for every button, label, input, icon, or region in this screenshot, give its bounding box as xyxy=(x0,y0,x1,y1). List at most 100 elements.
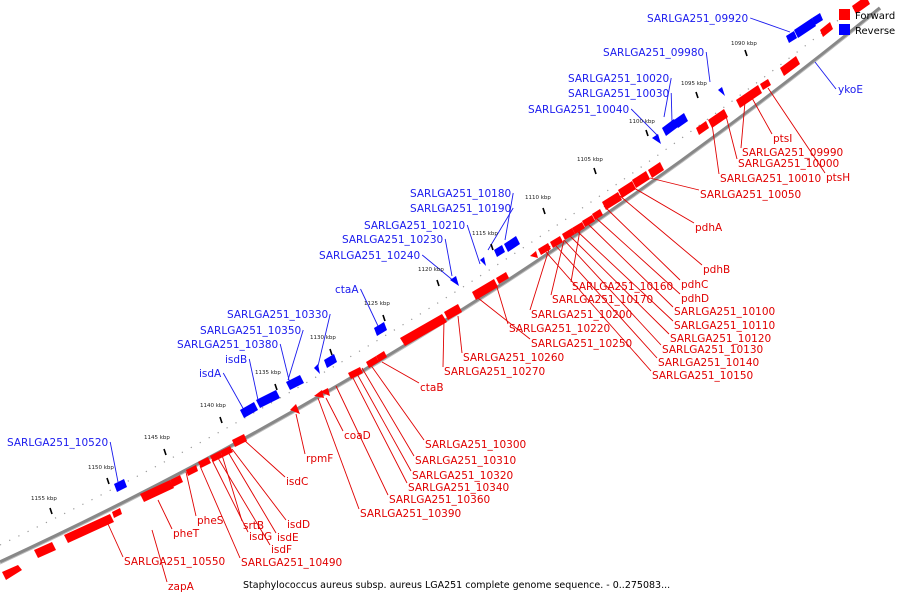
reverse-gene[interactable] xyxy=(674,113,688,128)
gene-label[interactable]: SARLGA251_10200 xyxy=(531,309,632,321)
gene-label[interactable]: pdhB xyxy=(703,264,730,276)
gene-label[interactable]: SARLGA251_10520 xyxy=(7,437,108,449)
forward-gene[interactable] xyxy=(618,181,636,198)
gene-label[interactable]: isdB xyxy=(225,354,247,366)
gene-label[interactable]: SARLGA251_09990 xyxy=(742,147,843,159)
gene-label[interactable]: SARLGA251_10050 xyxy=(700,189,801,201)
gene-label[interactable]: coaD xyxy=(344,430,371,442)
reverse-gene[interactable] xyxy=(480,257,486,266)
gene-label[interactable]: SARLGA251_10260 xyxy=(463,352,564,364)
gene-label[interactable]: SARLGA251_10250 xyxy=(531,338,632,350)
gene-label[interactable]: ykoE xyxy=(838,84,863,96)
forward-gene[interactable] xyxy=(186,465,198,476)
gene-label[interactable]: rpmF xyxy=(306,453,333,465)
forward-gene[interactable] xyxy=(170,475,183,487)
gene-label[interactable]: SARLGA251_10040 xyxy=(528,104,629,116)
forward-gene[interactable] xyxy=(602,192,622,210)
forward-gene[interactable] xyxy=(632,171,650,188)
gene-label[interactable]: ptsH xyxy=(826,172,850,184)
reverse-gene[interactable] xyxy=(662,119,678,136)
forward-gene[interactable] xyxy=(400,314,447,346)
gene-label[interactable]: SARLGA251_10130 xyxy=(662,344,763,356)
forward-gene[interactable] xyxy=(210,451,223,462)
forward-gene[interactable] xyxy=(760,79,771,90)
gene-label[interactable]: SARLGA251_10380 xyxy=(177,339,278,351)
reverse-gene[interactable] xyxy=(450,276,459,286)
reverse-gene[interactable] xyxy=(504,236,520,252)
forward-gene[interactable] xyxy=(538,243,551,255)
forward-gene[interactable] xyxy=(140,480,174,502)
reverse-gene[interactable] xyxy=(240,402,258,418)
gene-label[interactable]: SARLGA251_10000 xyxy=(738,158,839,170)
gene-label[interactable]: ptsI xyxy=(773,133,792,145)
gene-label[interactable]: ctaB xyxy=(420,382,444,394)
gene-label[interactable]: SARLGA251_10300 xyxy=(425,439,526,451)
reverse-gene[interactable] xyxy=(786,31,797,43)
gene-label[interactable]: isdD xyxy=(287,519,310,531)
gene-label[interactable]: SARLGA251_10490 xyxy=(241,557,342,569)
gene-label[interactable]: SARLGA251_10180 xyxy=(410,188,511,200)
gene-label[interactable]: SARLGA251_10230 xyxy=(342,234,443,246)
forward-gene[interactable] xyxy=(852,0,870,14)
gene-label[interactable]: SARLGA251_10350 xyxy=(200,325,301,337)
gene-label[interactable]: isdG xyxy=(249,531,272,543)
gene-label[interactable]: zapA xyxy=(168,581,195,593)
forward-gene[interactable] xyxy=(444,304,462,320)
forward-gene[interactable] xyxy=(112,508,122,518)
forward-gene[interactable] xyxy=(562,228,575,240)
forward-gene[interactable] xyxy=(780,56,800,76)
forward-gene[interactable] xyxy=(736,85,762,108)
reverse-gene[interactable] xyxy=(256,390,280,408)
gene-label[interactable]: pheS xyxy=(197,515,224,527)
reverse-gene[interactable] xyxy=(718,87,725,96)
gene-label[interactable]: pheT xyxy=(173,528,200,540)
reverse-gene[interactable] xyxy=(114,479,127,492)
gene-label[interactable]: SARLGA251_10330 xyxy=(227,309,328,321)
forward-gene[interactable] xyxy=(220,446,233,457)
forward-gene[interactable] xyxy=(64,514,114,543)
reverse-gene[interactable] xyxy=(794,18,816,38)
gene-label[interactable]: SARLGA251_09920 xyxy=(647,13,748,25)
forward-gene[interactable] xyxy=(376,351,387,362)
gene-label[interactable]: SARLGA251_10270 xyxy=(444,366,545,378)
gene-label[interactable]: pdhD xyxy=(681,293,709,305)
gene-label[interactable]: SARLGA251_10140 xyxy=(658,357,759,369)
forward-gene[interactable] xyxy=(696,121,709,135)
forward-gene[interactable] xyxy=(572,222,585,234)
forward-gene[interactable] xyxy=(366,356,379,368)
gene-label[interactable]: SARLGA251_10390 xyxy=(360,508,461,520)
forward-gene[interactable] xyxy=(198,457,211,468)
gene-label[interactable]: isdC xyxy=(286,476,308,488)
reverse-gene[interactable] xyxy=(286,375,304,390)
gene-label[interactable]: SARLGA251_10010 xyxy=(720,173,821,185)
gene-label[interactable]: SARLGA251_10210 xyxy=(364,220,465,232)
gene-label[interactable]: isdA xyxy=(199,368,222,380)
reverse-gene[interactable] xyxy=(494,245,505,257)
gene-label[interactable]: SARLGA251_10240 xyxy=(319,250,420,262)
reverse-gene[interactable] xyxy=(324,354,337,368)
forward-gene[interactable] xyxy=(582,215,595,227)
gene-label[interactable]: pdhC xyxy=(681,279,708,291)
gene-label[interactable]: SARLGA251_10190 xyxy=(410,203,511,215)
forward-gene[interactable] xyxy=(550,236,563,248)
gene-label[interactable]: ctaA xyxy=(335,284,359,296)
forward-gene[interactable] xyxy=(2,565,22,580)
gene-label[interactable]: pdhA xyxy=(695,222,723,234)
reverse-gene[interactable] xyxy=(314,364,320,374)
forward-gene[interactable] xyxy=(530,251,538,258)
gene-label[interactable]: SARLGA251_10160 xyxy=(572,281,673,293)
gene-label[interactable]: SARLGA251_10550 xyxy=(124,556,225,568)
gene-label[interactable]: isdF xyxy=(271,544,292,556)
forward-gene[interactable] xyxy=(820,22,833,37)
gene-label[interactable]: SARLGA251_10030 xyxy=(568,88,669,100)
forward-gene[interactable] xyxy=(232,434,247,447)
reverse-gene[interactable] xyxy=(652,134,661,144)
forward-gene[interactable] xyxy=(592,209,603,220)
gene-label[interactable]: SARLGA251_10020 xyxy=(568,73,669,85)
reverse-gene[interactable] xyxy=(812,13,823,25)
forward-gene[interactable] xyxy=(290,404,300,414)
gene-label[interactable]: SARLGA251_10100 xyxy=(674,306,775,318)
gene-label[interactable]: SARLGA251_10340 xyxy=(408,482,509,494)
gene-label[interactable]: SARLGA251_09980 xyxy=(603,47,704,59)
gene-label[interactable]: SARLGA251_10150 xyxy=(652,370,753,382)
